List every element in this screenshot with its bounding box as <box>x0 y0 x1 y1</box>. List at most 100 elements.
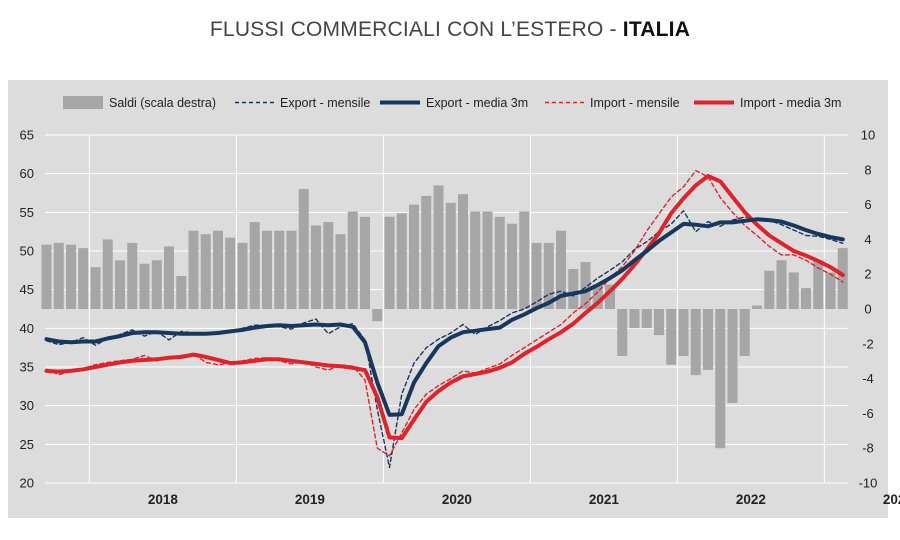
legend-label-saldi: Saldi (scala destra) <box>109 96 216 110</box>
saldi-bar <box>580 262 591 309</box>
right-tick-label: 4 <box>864 232 871 247</box>
saldi-bar <box>788 272 799 309</box>
saldi-bar <box>151 260 162 309</box>
saldi-bar <box>568 268 579 309</box>
saldi-bar <box>347 211 358 309</box>
saldi-bar <box>298 188 309 309</box>
left-tick-label: 55 <box>20 205 34 220</box>
saldi-bar <box>654 309 664 336</box>
chart-title-highlight: ITALIA <box>622 18 691 41</box>
saldi-bar <box>666 309 677 365</box>
saldi-bar <box>592 284 603 309</box>
saldi-bar <box>727 309 738 403</box>
saldi-bar <box>102 239 113 309</box>
saldi-bar <box>127 242 138 309</box>
saldi-bar <box>605 284 615 309</box>
saldi-bar <box>776 260 787 309</box>
export-media-3m-line <box>44 217 845 417</box>
saldi-bar <box>482 211 493 309</box>
saldi-bar <box>200 234 211 309</box>
saldi-bar <box>409 204 419 309</box>
chart-title-main: FLUSSI COMMERCIALI CON L’ESTERO <box>209 18 604 41</box>
saldi-bar <box>507 223 517 309</box>
saldi-bar <box>764 270 775 309</box>
x-tick-label: 2021 <box>589 492 620 507</box>
left-tick-label: 60 <box>20 166 34 181</box>
saldi-bar <box>678 309 689 356</box>
saldi-bar <box>335 234 346 309</box>
x-axis-labels: 2018 2019 2020 2021 2022 2023 <box>148 492 900 507</box>
legend: Saldi (scala destra) Export - mensile Ex… <box>63 96 841 110</box>
x-tick-label: 2022 <box>736 492 766 507</box>
saldi-bar <box>617 309 628 356</box>
left-tick-label: 25 <box>20 437 34 452</box>
saldi-bar <box>274 230 285 309</box>
left-tick-label: 50 <box>20 244 34 259</box>
saldi-bar <box>470 211 481 309</box>
saldi-bar <box>323 222 334 309</box>
saldi-bar <box>690 309 701 376</box>
left-tick-label: 35 <box>20 360 34 375</box>
saldi-bar <box>556 230 566 309</box>
saldi-bar <box>237 242 248 309</box>
legend-swatch-saldi <box>63 96 103 109</box>
saldi-bar <box>396 213 407 309</box>
saldi-bar <box>360 216 370 309</box>
left-tick-label: 30 <box>20 398 34 413</box>
saldi-bar <box>115 260 125 309</box>
saldi-bar <box>188 230 199 309</box>
legend-label-import-3m: Import - media 3m <box>740 96 841 110</box>
saldi-bar <box>837 248 848 309</box>
x-tick-label: 2018 <box>148 492 179 507</box>
grid-lines <box>45 134 848 484</box>
import-media-3m-line <box>44 174 845 441</box>
saldi-bar <box>629 309 640 329</box>
left-tick-label: 40 <box>20 321 34 336</box>
right-tick-label: -8 <box>862 441 874 456</box>
import-mensile-line <box>45 169 844 457</box>
saldi-bar <box>445 202 456 309</box>
saldi-bar <box>384 216 395 309</box>
saldi-bar <box>813 260 824 309</box>
right-tick-label: -4 <box>862 371 874 386</box>
saldi-bar <box>519 211 530 309</box>
saldi-bar <box>164 246 174 309</box>
saldi-bar <box>225 237 236 309</box>
legend-label-export-3m: Export - media 3m <box>426 96 528 110</box>
saldi-bar <box>139 263 150 309</box>
x-tick-label: 2023 <box>883 492 900 507</box>
saldi-bar <box>213 230 223 309</box>
left-axis-ticks: 20 25 30 35 40 45 50 55 60 65 <box>20 128 34 491</box>
saldi-bar <box>752 305 762 309</box>
saldi-bar <box>311 225 321 309</box>
chart-title-separator: - <box>603 18 623 41</box>
legend-label-import-monthly: Import - mensile <box>590 96 680 110</box>
saldi-bar <box>286 230 297 309</box>
saldi-bar <box>249 222 260 309</box>
saldi-bar <box>715 309 726 449</box>
saldi-bar <box>825 272 836 309</box>
saldi-bar <box>494 216 505 309</box>
right-tick-label: 10 <box>861 128 875 143</box>
saldi-bar <box>262 230 272 309</box>
x-tick-label: 2020 <box>442 492 472 507</box>
saldi-bar <box>372 309 383 322</box>
right-tick-label: 6 <box>864 197 871 212</box>
saldi-bar <box>739 309 750 356</box>
saldi-bar <box>433 185 444 309</box>
saldi-bar <box>641 309 652 329</box>
saldi-bar <box>801 288 811 309</box>
saldi-bar <box>41 244 52 309</box>
right-axis-ticks: -10 -8 -6 -4 -2 0 2 4 6 8 10 <box>859 128 878 491</box>
left-tick-label: 45 <box>20 282 34 297</box>
saldi-bar <box>421 195 432 309</box>
right-tick-label: -6 <box>862 406 874 421</box>
saldi-bar <box>90 267 101 309</box>
saldi-bars <box>41 185 848 449</box>
saldi-bar <box>53 242 64 309</box>
right-tick-label: 0 <box>864 302 871 317</box>
left-tick-label: 20 <box>20 476 34 491</box>
saldi-bar <box>458 194 468 309</box>
right-tick-label: 2 <box>864 267 871 282</box>
